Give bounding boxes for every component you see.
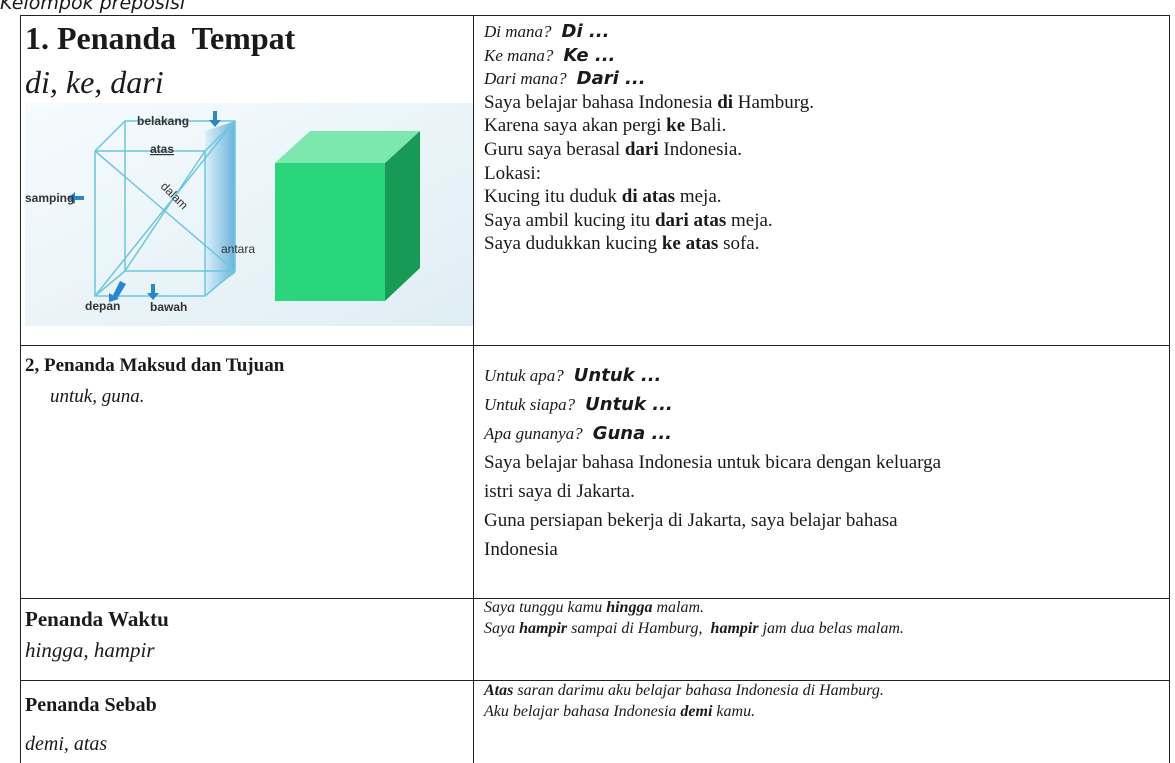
text-run: Saya tunggu kamu [484,599,607,616]
text-run: Kucing itu duduk [484,186,622,208]
text-line: Aku belajar bahasa Indonesia demi kamu. [484,701,755,722]
text-line: istri saya di Jakarta. [484,477,635,506]
text-run: Di mana? [484,22,552,41]
diagram-label: bawah [150,300,187,314]
text-run: malam. [652,599,705,616]
text-line: Dari mana? Dari ... [484,67,646,91]
cube-diagram: belakang atas samping dalam antara depan… [25,103,473,326]
text-run: Lokasi: [484,162,541,184]
text-line: Saya ambil kucing itu dari atas meja. [484,209,773,233]
text-run: meja. [726,209,773,231]
border [473,15,474,763]
row-subtitle: di, ke, dari [25,64,164,100]
text-run: Saya ambil kucing itu [484,209,655,231]
text-run: Dari mana? [484,69,567,89]
text-line: Lokasi: [484,162,541,186]
text-line: Guru saya berasal dari Indonesia. [484,138,742,162]
text-line: Untuk apa? Untuk ... [484,361,661,390]
text-line: Indonesia [484,535,558,564]
text-run: Indonesia. [658,139,743,160]
text-run: dari [624,139,659,160]
text-line: Ke mana? Ke ... [484,44,615,68]
border [20,680,1170,681]
text-line: Guna persiapan bekerja di Jakarta, saya … [484,506,898,535]
text-run: hingga [606,599,653,616]
text-run: sofa. [718,233,760,255]
row-title: Penanda Sebab [25,694,157,716]
row-title: Penanda Waktu [25,607,169,631]
row-title: 1. Penanda Tempat [25,20,296,56]
text-line: Untuk siapa? Untuk ... [484,390,673,419]
text-run: ke atas [661,233,719,255]
border [1169,15,1170,763]
text-run: Hamburg. [733,91,814,113]
text-run: hampir [710,619,759,637]
text-run: Untuk apa? [484,366,564,385]
text-line: Saya tunggu kamu hingga malam. [484,598,704,619]
text-run: Saya [484,619,520,637]
row-subtitle: untuk, guna. [50,386,145,407]
diagram-label: antara [221,242,255,256]
text-run: kamu. [712,703,756,720]
text-run: di atas [621,186,676,208]
text-line: Saya dudukkan kucing ke atas sofa. [484,232,759,256]
row-subtitle: hingga, hampir [25,638,155,662]
text-run: Guna ... [592,423,673,444]
text-run: istri saya di Jakarta. [484,481,635,502]
text-line: Apa gunanya? Guna ... [484,419,672,448]
diagram-label: belakang [137,114,189,128]
text-run: sampai di Hamburg, [567,619,711,637]
text-run: Di ... [561,21,610,42]
text-line: Karena saya akan pergi ke Bali. [484,114,726,138]
text-run: saran darimu aku belajar bahasa Indonesi… [513,682,884,699]
diagram-label: depan [85,299,120,313]
text-run: Untuk ... [573,365,662,386]
text-run: Saya dudukkan kucing [484,233,662,255]
text-run: Apa gunanya? [484,424,583,443]
text-run: meja. [675,186,722,208]
text-run: Bali. [685,115,727,137]
text-run: di [717,91,734,113]
text-run: Untuk ... [585,394,673,415]
text-run: Karena saya akan pergi [484,115,667,137]
text-run: Ke ... [563,44,616,66]
heading: Kelompok preposisi [0,0,186,14]
text-run: Saya belajar bahasa Indonesia [484,91,718,113]
text-run: Atas [484,682,514,699]
text-run: Guru saya berasal [484,139,625,160]
border [20,15,1170,16]
text-run: Ke mana? [484,45,554,65]
text-run: demi [680,703,713,720]
text-line: Kucing itu duduk di atas meja. [484,185,722,209]
text-run: Untuk siapa? [484,395,576,414]
text-run: Indonesia [484,539,558,560]
border [20,345,1170,346]
row-title: 2, Penanda Maksud dan Tujuan [25,355,285,376]
text-line: Saya belajar bahasa Indonesia di Hamburg… [484,91,814,115]
row-subtitle: demi, atas [25,733,108,755]
text-line: Saya hampir sampai di Hamburg, hampir ja… [484,619,904,640]
border [20,15,21,763]
diagram-label: atas [150,142,174,156]
text-line: Saya belajar bahasa Indonesia untuk bica… [484,448,941,477]
text-line: Di mana? Di ... [484,20,609,44]
text-run: Aku belajar bahasa Indonesia [484,703,681,720]
diagram-label: samping [25,191,74,205]
text-run: dari atas [654,209,727,231]
text-run: Saya belajar bahasa Indonesia untuk bica… [484,452,942,473]
border [20,598,1170,599]
text-run: ke [666,115,686,137]
text-run: Dari ... [576,68,646,90]
text-line: Atas saran darimu aku belajar bahasa Ind… [484,680,884,701]
text-run: jam dua belas malam. [758,619,904,637]
text-run: hampir [519,619,568,637]
text-run: Guna persiapan bekerja di Jakarta, saya … [484,510,898,531]
